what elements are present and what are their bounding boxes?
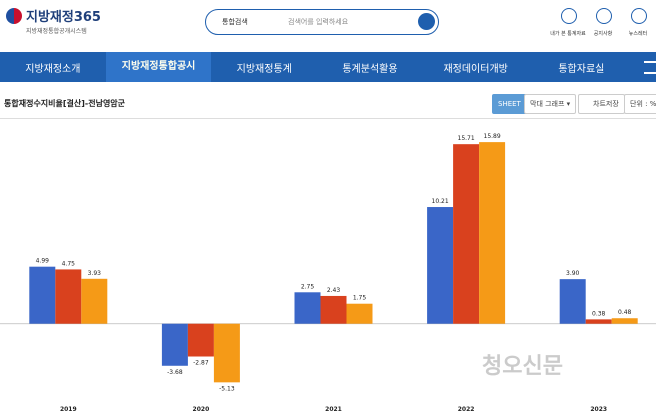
- data-label: 0.48: [618, 309, 632, 316]
- data-label: 3.90: [566, 270, 580, 277]
- bar: [585, 319, 612, 324]
- nav-item[interactable]: 지방재정소개: [25, 63, 81, 75]
- search-box[interactable]: 통합검색 검색어를 입력하세요: [205, 9, 439, 35]
- icon-label[interactable]: 공지사항: [593, 31, 613, 37]
- data-label: -3.68: [167, 369, 183, 376]
- bar: [29, 266, 56, 324]
- x-tick-label: 2023: [590, 406, 607, 413]
- menu-button[interactable]: [644, 60, 656, 74]
- bar: [161, 323, 188, 366]
- data-label: 10.21: [432, 198, 449, 205]
- chart: 2019 4.99 4.75 3.93 2020 -3.68 -2.87 -5.13 2021 2…: [0, 133, 656, 413]
- nav-item[interactable]: 재정데이터개방: [443, 63, 508, 75]
- nav-item[interactable]: 통합자료실: [558, 63, 605, 75]
- chart-type-select[interactable]: 막대 그래프 ▾: [524, 94, 577, 114]
- bar: [427, 207, 454, 324]
- data-label: 2.75: [301, 283, 315, 290]
- x-tick-label: 2022: [458, 406, 475, 413]
- bar: [346, 303, 373, 324]
- x-tick-label: 2019: [60, 406, 77, 413]
- icon[interactable]: [631, 8, 647, 24]
- bar: [81, 278, 108, 324]
- icon[interactable]: [596, 8, 612, 24]
- search-scope[interactable]: 통합검색: [222, 18, 248, 26]
- bar: [611, 318, 638, 324]
- data-label: 15.71: [458, 135, 475, 142]
- data-label: 0.38: [592, 310, 606, 317]
- bar: [320, 295, 347, 324]
- nav-item[interactable]: 지방재정통계: [236, 63, 292, 75]
- header: 지방재정365 지방재정통합공개시스템 통합검색 검색어를 입력하세요 내가 본…: [0, 0, 656, 52]
- x-tick-label: 2021: [325, 406, 342, 413]
- nav-item[interactable]: 통계분석활용: [342, 63, 398, 75]
- data-label: 1.75: [353, 295, 367, 302]
- data-label: -2.87: [193, 360, 209, 367]
- bar: [294, 292, 321, 324]
- search-input[interactable]: 검색어를 입력하세요: [288, 18, 349, 26]
- bar: [187, 323, 214, 357]
- data-label: 2.43: [327, 287, 341, 294]
- x-tick-label: 2020: [193, 406, 210, 413]
- logo-subtitle: 지방재정통합공개시스템: [26, 28, 87, 35]
- logo-mark: [6, 8, 22, 24]
- search-button[interactable]: [418, 13, 435, 30]
- bar: [213, 323, 240, 383]
- logo: 지방재정365: [26, 10, 101, 25]
- bar: [479, 142, 506, 324]
- data-label: 4.75: [62, 260, 76, 267]
- sheet-button[interactable]: SHEET: [492, 94, 527, 114]
- panel-title: 통합재정수지비율[결산]-전남영암군: [4, 99, 126, 108]
- icon-label[interactable]: 뉴스레터: [628, 31, 648, 37]
- icon[interactable]: [561, 8, 577, 24]
- icon-label[interactable]: 내가 본 통계자료: [550, 31, 586, 37]
- nav-bar: 지방재정소개 지방재정통합공시 지방재정통계 통계분석활용 재정데이터개방 통합자료실: [0, 52, 656, 82]
- bar: [55, 269, 82, 324]
- bar: [559, 279, 586, 324]
- bar: [453, 144, 480, 324]
- nav-item[interactable]: 지방재정통합공시: [105, 52, 212, 82]
- data-label: -5.13: [219, 385, 235, 392]
- data-label: 3.93: [88, 270, 102, 277]
- unit-select[interactable]: 단위 : %: [624, 94, 656, 114]
- save-chart-button[interactable]: 차트저장: [578, 94, 625, 114]
- panel-header: 통합재정수지비율[결산]-전남영암군 SHEET 막대 그래프 ▾ 차트저장 단…: [0, 90, 656, 119]
- data-label: 15.89: [484, 133, 501, 140]
- data-label: 4.99: [36, 258, 50, 265]
- watermark: 청오신문: [482, 354, 563, 379]
